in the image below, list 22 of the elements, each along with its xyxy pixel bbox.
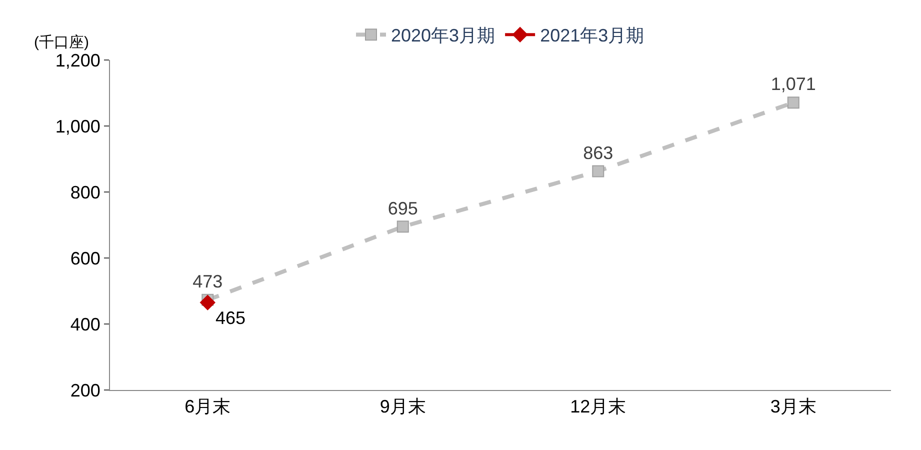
x-tick-label: 9月末 [380,396,426,417]
x-tick-label: 12月末 [570,396,626,417]
legend-label: 2021年3月期 [540,26,644,46]
point [200,294,216,310]
legend-label: 2020年3月期 [391,26,496,46]
data-label: 863 [583,142,614,163]
data-label: 695 [388,198,418,218]
y-tick-label: 1,200 [55,50,100,70]
y-tick-label: 800 [70,182,100,202]
y-tick-label: 400 [70,314,100,334]
data-label: 473 [192,272,223,292]
y-tick-label: 600 [70,248,100,268]
x-tick-label: 3月末 [770,396,816,417]
y-tick-label: 200 [70,380,100,400]
data-label: 1,071 [770,74,816,94]
y-axis-title: (千口座) [34,34,89,51]
point [787,96,800,109]
point [396,220,409,233]
x-tick-label: 6月末 [184,396,231,417]
data-label: 465 [216,308,246,328]
y-tick-label: 1,000 [55,116,100,136]
point [592,165,604,178]
